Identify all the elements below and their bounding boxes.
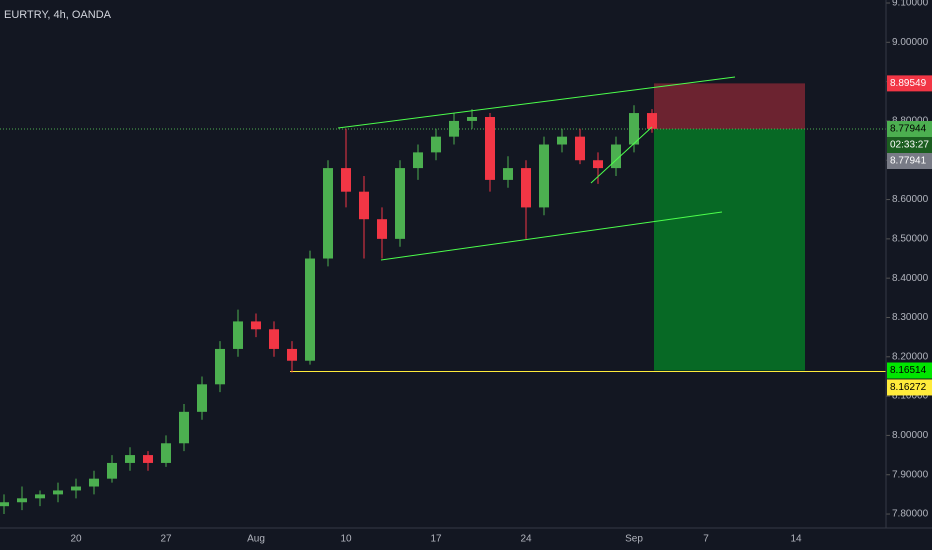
candle-body	[107, 462, 117, 479]
candle-body	[269, 329, 279, 349]
x-tick-label: 27	[160, 534, 172, 545]
candle-body	[323, 168, 333, 259]
candle-body	[251, 321, 261, 330]
candle-body	[629, 113, 639, 145]
y-tick-label: 8.30000	[892, 312, 929, 323]
channel-lower	[380, 211, 723, 261]
candle-body	[395, 168, 405, 239]
price-label-bg	[887, 362, 932, 379]
y-tick-label: 8.10000	[892, 391, 929, 402]
candle-body	[143, 455, 153, 463]
y-tick-label: 8.00000	[892, 430, 929, 441]
y-tick-label: 9.10000	[892, 0, 929, 9]
y-tick-label: 7.90000	[892, 469, 929, 480]
price-label: 8.77944	[890, 124, 927, 135]
wedge-line	[590, 126, 653, 184]
candle-body	[557, 136, 567, 145]
candle-body	[179, 411, 189, 444]
y-tick-label: 9.00000	[892, 37, 929, 48]
candle-body	[197, 384, 207, 412]
y-tick-label: 7.80000	[892, 509, 929, 520]
candle-body	[71, 486, 81, 491]
price-label-bg	[887, 75, 932, 92]
candle-body	[377, 219, 387, 239]
candle-body	[161, 443, 171, 463]
candle-body	[611, 144, 621, 169]
candle-body	[287, 348, 297, 361]
candle-body	[0, 502, 9, 507]
candle-body	[431, 136, 441, 153]
candle-body	[125, 455, 135, 463]
candle-body	[575, 136, 585, 161]
candle-body	[53, 490, 63, 495]
candle-body	[17, 498, 27, 503]
price-label-bg	[887, 379, 932, 396]
x-tick-label: Sep	[625, 534, 643, 545]
candle-body	[89, 478, 99, 487]
candle-body	[215, 348, 225, 385]
x-tick-label: 17	[430, 534, 442, 545]
candle-body	[449, 120, 459, 137]
x-tick-label: Aug	[247, 534, 265, 545]
x-tick-label: 20	[70, 534, 82, 545]
channel-upper	[337, 76, 736, 129]
price-label-bg	[887, 121, 932, 138]
x-tick-label: 7	[703, 534, 709, 545]
candle-body	[539, 144, 549, 208]
y-tick-label: 8.50000	[892, 234, 929, 245]
x-tick-label: 24	[520, 534, 532, 545]
chart-title: EURTRY, 4h, OANDA	[4, 9, 112, 21]
x-tick-label: 10	[340, 534, 352, 545]
candle-body	[647, 113, 657, 129]
countdown: 02:33:27	[890, 140, 929, 151]
candle-body	[359, 191, 369, 220]
candle-body	[233, 321, 243, 349]
candle-body	[485, 116, 495, 180]
y-tick-label: 8.60000	[892, 194, 929, 205]
candle-body	[593, 160, 603, 169]
x-tick-label: 14	[790, 534, 802, 545]
stop-zone	[654, 83, 805, 130]
price-label: 8.16514	[890, 365, 927, 376]
candle-body	[467, 116, 477, 121]
countdown-bg	[887, 137, 932, 154]
candle-body	[341, 168, 351, 192]
price-label-bg	[887, 153, 932, 170]
price-label: 8.77941	[890, 156, 927, 167]
candle-body	[413, 152, 423, 169]
target-zone	[654, 129, 805, 371]
y-tick-label: 8.40000	[892, 273, 929, 284]
y-tick-label: 8.20000	[892, 351, 929, 362]
candle-body	[521, 168, 531, 208]
price-label: 8.89549	[890, 78, 927, 89]
candle-body	[503, 168, 513, 180]
candle-body	[35, 494, 45, 499]
candle-body	[305, 258, 315, 361]
price-label: 8.16272	[890, 382, 927, 393]
